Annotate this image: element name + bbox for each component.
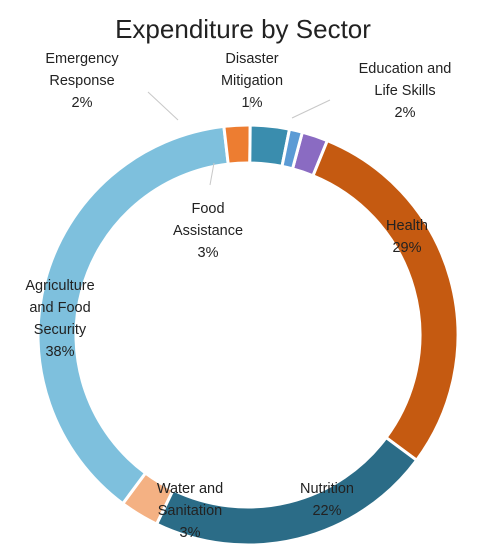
slice-label-7: Disaster Mitigation 1% [221, 51, 283, 111]
slice-label-5: Emergency Response 2% [45, 51, 119, 111]
slice-label-1: Health 29% [386, 218, 428, 256]
slice-label-line: Security [34, 322, 87, 338]
slice-label-line: 29% [392, 240, 421, 256]
slice-label-line: Agriculture [25, 278, 94, 294]
slice-labels: Education and Life Skills 2% Health 29% Nutri… [25, 51, 451, 541]
slice-label-line: 38% [45, 344, 74, 360]
slice-label-2: Nutrition 22% [300, 481, 354, 519]
slice-label-line: Life Skills [374, 83, 435, 99]
leader-line-1 [147, 91, 179, 121]
slice-label-line: Response [49, 73, 114, 89]
slice-label-line: Health [386, 218, 428, 234]
slice-label-line: 1% [242, 95, 263, 111]
leader-lines [147, 91, 331, 186]
slice-label-line: 3% [180, 525, 201, 541]
slice-label-3: Water and Sanitation 3% [157, 481, 223, 541]
slice-label-line: 22% [312, 503, 341, 519]
slice-label-line: Disaster [225, 51, 278, 67]
donut-slice-5 [222, 123, 252, 166]
slice-label-line: Assistance [173, 223, 243, 239]
slice-label-0: Education and Life Skills 2% [359, 61, 452, 121]
slice-label-4: Agriculture and Food Security 38% [25, 278, 94, 360]
slice-label-line: Mitigation [221, 73, 283, 89]
leader-line-0 [291, 99, 331, 119]
slice-label-line: 3% [198, 245, 219, 261]
slice-label-line: Sanitation [158, 503, 223, 519]
slice-label-line: and Food [29, 300, 90, 316]
leader-line-2 [209, 162, 215, 186]
slice-label-line: Emergency [45, 51, 119, 67]
slice-label-line: Nutrition [300, 481, 354, 497]
donut-slice-1 [311, 138, 460, 463]
slice-label-line: Food [191, 201, 224, 217]
donut-slices [36, 123, 460, 547]
slice-label-line: 2% [72, 95, 93, 111]
slice-label-line: Water and [157, 481, 223, 497]
slice-label-line: Education and [359, 61, 452, 77]
chart-title: Expenditure by Sector [115, 14, 371, 44]
slice-label-6: Food Assistance 3% [173, 201, 243, 261]
donut-slice-7 [280, 127, 305, 171]
slice-label-line: 2% [395, 105, 416, 121]
